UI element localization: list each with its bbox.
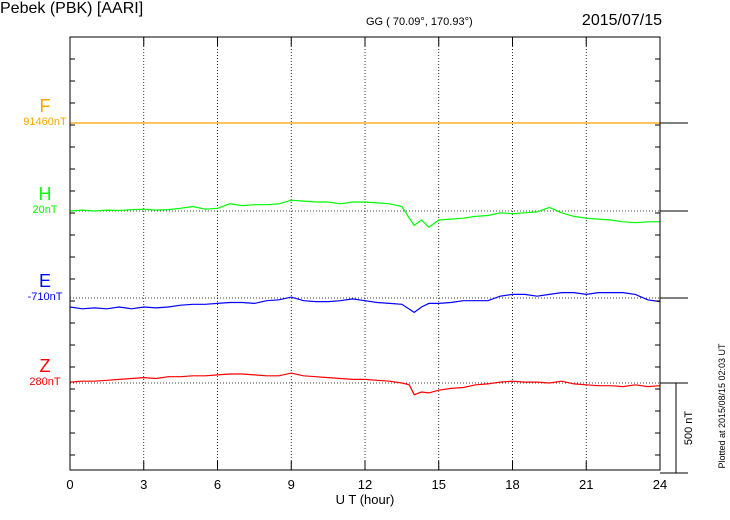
scale-bar-label: 500 nT [683, 411, 695, 446]
axis-ticks [69, 37, 661, 470]
component-letter-e: E [38, 271, 51, 291]
series-line-e [69, 292, 661, 314]
component-letter-z: Z [39, 356, 51, 376]
baseline-value-z: 280nT [29, 376, 61, 388]
scale-bar: 500 nT [660, 382, 695, 474]
x-tick-label-0: 0 [66, 477, 73, 492]
baselines [70, 122, 688, 384]
component-letter-f: F [39, 96, 51, 116]
station-title: Pebek (PBK) [AARI] [0, 0, 144, 17]
x-tick-labels: 0 3 6 9 12 15 18 21 24 [66, 477, 667, 492]
x-tick-label-9: 9 [288, 477, 295, 492]
series-line-h [69, 199, 660, 228]
component-label-h: H 20nT [12, 184, 78, 217]
plot-date: 2015/07/15 [581, 12, 662, 29]
component-label-f: F 91460nT [12, 96, 78, 129]
x-tick-label-12: 12 [358, 477, 372, 492]
x-axis-label: U T (hour) [336, 492, 395, 507]
plotted-timestamp-text: Plotted at 2015/08/15 02:03 UT [717, 343, 727, 469]
x-tick-label-15: 15 [432, 477, 446, 492]
grid-lines [143, 37, 587, 470]
component-letter-h: H [38, 184, 52, 204]
data-series [69, 122, 661, 396]
x-tick-label-6: 6 [214, 477, 221, 492]
geographic-coordinates: GG ( 70.09°, 170.93°) [366, 16, 473, 28]
x-tick-label-21: 21 [579, 477, 593, 492]
baseline-value-h: 20nT [32, 204, 58, 216]
x-tick-label-24: 24 [653, 477, 667, 492]
series-line-z [69, 372, 661, 396]
plotted-timestamp: Plotted at 2015/08/15 02:03 UT [715, 336, 729, 476]
baseline-value-e: -710nT [27, 291, 63, 303]
x-tick-label-18: 18 [505, 477, 519, 492]
component-label-z: Z 280nT [12, 356, 78, 389]
x-tick-label-3: 3 [140, 477, 147, 492]
baseline-value-f: 91460nT [23, 116, 67, 128]
component-label-e: E -710nT [12, 271, 78, 304]
